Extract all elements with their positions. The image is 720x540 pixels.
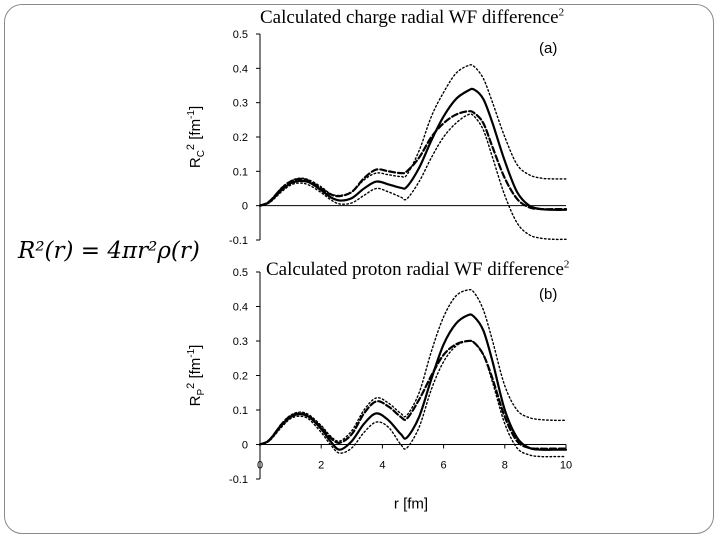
x-tick-label: 4	[379, 460, 385, 472]
series-line-solid	[258, 313, 568, 451]
series-line-dashed	[258, 339, 568, 450]
series-line-dashed	[258, 110, 568, 211]
y-tick-label: -0.1	[229, 474, 248, 486]
x-tick-label: 6	[441, 460, 447, 472]
panel-label-a: (a)	[539, 40, 558, 57]
series-line-dotted	[259, 339, 567, 458]
y-tick-label: 0.5	[233, 29, 248, 41]
y-tick-label: 0.2	[233, 371, 248, 383]
chart-title-b: Calculated proton radial WF difference2	[266, 258, 570, 280]
y-axis-title: RC2 [fm-1]	[185, 106, 207, 168]
formula-text: R²(r) = 4πr²ρ(r)	[18, 238, 200, 264]
y-tick-label: 0.5	[233, 267, 248, 279]
chart-title-b-text: Calculated proton radial WF difference	[266, 259, 564, 280]
chart-title-a: Calculated charge radial WF difference2	[260, 6, 565, 28]
y-tick-label: 0.1	[233, 405, 248, 417]
slide-frame	[4, 4, 714, 534]
y-tick-label: 0.4	[233, 302, 248, 314]
x-tick-label: 0	[257, 460, 263, 472]
y-tick-label: 0.3	[233, 98, 248, 110]
series-line-dotted	[259, 113, 567, 241]
y-tick-label: 0.3	[233, 336, 248, 348]
y-tick-label: 0.4	[233, 63, 248, 75]
y-tick-label: 0	[242, 440, 248, 452]
x-axis-title: r [fm]	[394, 496, 428, 513]
x-tick-label: 8	[502, 460, 508, 472]
series-line-dotted	[259, 288, 567, 446]
chart-title-a-sup: 2	[558, 6, 565, 19]
y-tick-label: 0.1	[233, 166, 248, 178]
chart-title-b-sup: 2	[563, 258, 570, 271]
y-tick-label: 0	[242, 201, 248, 213]
x-tick-label: 2	[318, 460, 324, 472]
chart-title-a-text: Calculated charge radial WF difference	[260, 7, 559, 28]
series-line-solid	[258, 87, 568, 211]
panel-label-b: (b)	[539, 286, 558, 303]
series-line-dotted	[259, 64, 567, 207]
x-tick-label: 10	[560, 460, 572, 472]
y-tick-label: -0.1	[229, 235, 248, 247]
y-axis-title: RP2 [fm-1]	[185, 345, 207, 407]
y-tick-label: 0.2	[233, 132, 248, 144]
